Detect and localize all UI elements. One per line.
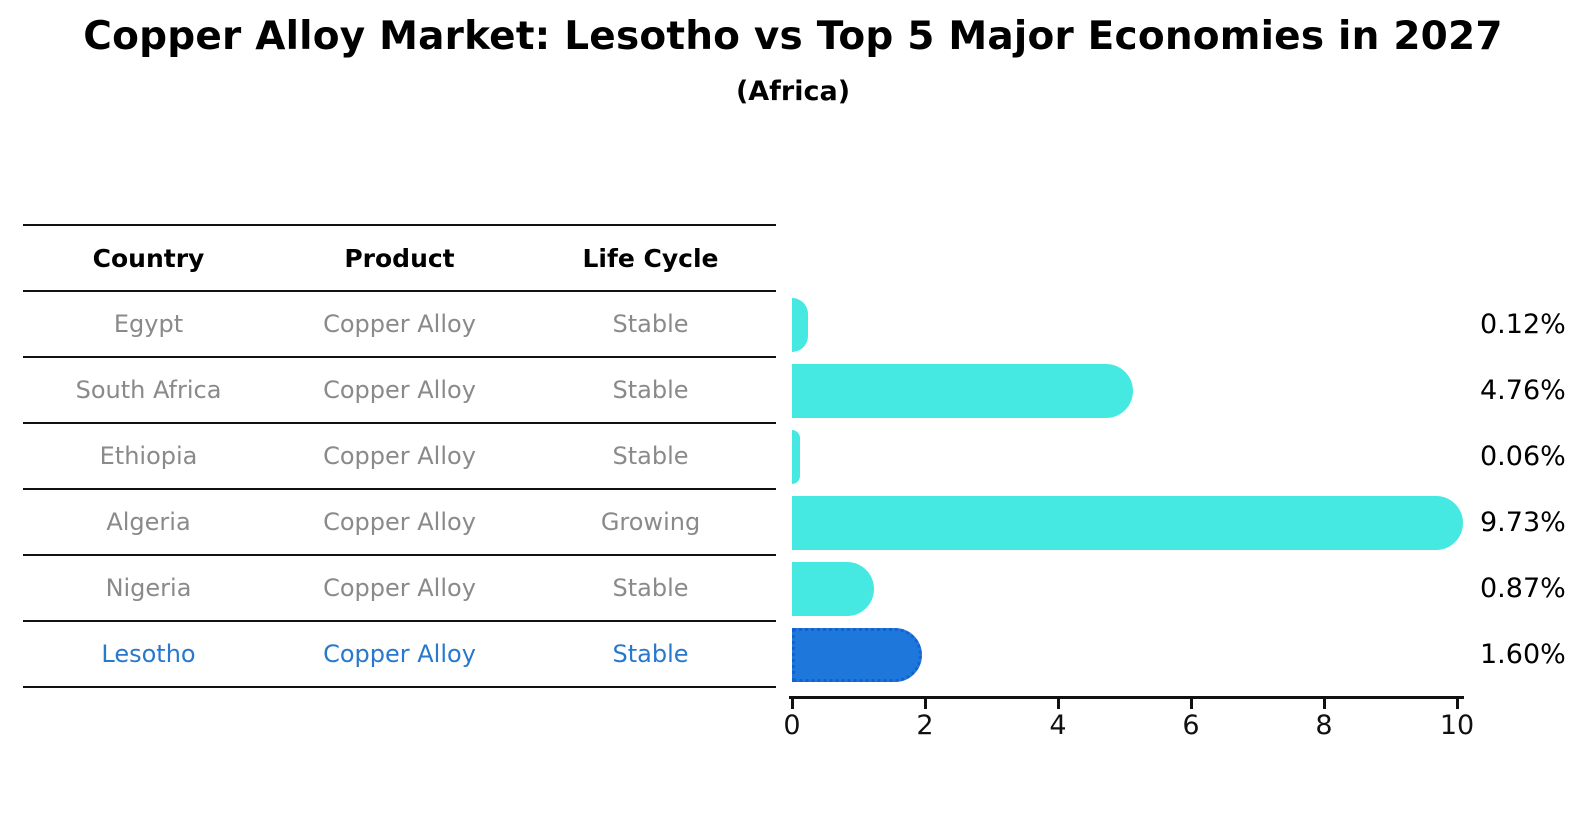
cell-product: Copper Alloy: [323, 640, 476, 668]
x-axis-tick: [1190, 696, 1193, 709]
cell-country: Lesotho: [101, 640, 196, 668]
cell-product: Copper Alloy: [323, 376, 476, 404]
chart-title: Copper Alloy Market: Lesotho vs Top 5 Ma…: [83, 14, 1503, 59]
value-label: 4.76%: [1480, 375, 1566, 406]
cell-life-cycle: Stable: [612, 574, 689, 602]
x-axis-tick-label: 10: [1439, 710, 1475, 741]
cell-country: South Africa: [75, 376, 222, 404]
cell-life-cycle: Stable: [612, 640, 689, 668]
bar-south-africa: [792, 364, 1133, 418]
value-label: 0.12%: [1480, 309, 1566, 340]
bar-algeria: [792, 496, 1464, 550]
cell-life-cycle: Stable: [612, 376, 689, 404]
x-axis-tick-label: 4: [1049, 710, 1067, 741]
bar-lesotho: [792, 628, 923, 682]
table-header-row: Country Product Life Cycle: [23, 226, 776, 292]
bar-egypt: [792, 298, 808, 352]
x-axis-line: [789, 696, 1464, 699]
cell-product: Copper Alloy: [323, 574, 476, 602]
table-row-lesotho: Lesotho Copper Alloy Stable: [23, 622, 776, 688]
cell-country: Nigeria: [105, 574, 192, 602]
value-label: 0.06%: [1480, 441, 1566, 472]
cell-product: Copper Alloy: [323, 508, 476, 536]
value-label: 1.60%: [1480, 639, 1566, 670]
column-header-country: Country: [92, 243, 205, 273]
country-table: Country Product Life Cycle Egypt Copper A…: [23, 224, 776, 688]
cell-product: Copper Alloy: [323, 310, 476, 338]
cell-country: Egypt: [113, 310, 184, 338]
bar-ethiopia: [792, 430, 800, 484]
x-axis-tick-label: 0: [783, 710, 801, 741]
x-axis-tick: [1057, 696, 1060, 709]
x-axis-tick: [791, 696, 794, 709]
x-axis-tick-label: 6: [1182, 710, 1200, 741]
value-label: 0.87%: [1480, 573, 1566, 604]
table-row-ethiopia: Ethiopia Copper Alloy Stable: [23, 424, 776, 490]
x-axis-tick-label: 8: [1315, 710, 1333, 741]
table-row-south-africa: South Africa Copper Alloy Stable: [23, 358, 776, 424]
x-axis-tick-label: 2: [916, 710, 934, 741]
bar-nigeria: [792, 562, 874, 616]
x-axis-tick: [924, 696, 927, 709]
x-axis-tick: [1456, 696, 1459, 709]
value-label: 9.73%: [1480, 507, 1566, 538]
cell-life-cycle: Growing: [600, 508, 701, 536]
cell-product: Copper Alloy: [323, 442, 476, 470]
cell-country: Algeria: [106, 508, 191, 536]
table-body: Egypt Copper Alloy Stable South Africa Coppe…: [23, 292, 776, 688]
cell-country: Ethiopia: [99, 442, 198, 470]
chart-subtitle: (Africa): [735, 76, 851, 107]
table-row-nigeria: Nigeria Copper Alloy Stable: [23, 556, 776, 622]
table-row-algeria: Algeria Copper Alloy Growing: [23, 490, 776, 556]
x-axis-tick: [1323, 696, 1326, 709]
cell-life-cycle: Stable: [612, 442, 689, 470]
column-header-lifecycle: Life Cycle: [582, 243, 719, 273]
cell-life-cycle: Stable: [612, 310, 689, 338]
column-header-product: Product: [344, 243, 455, 273]
table-row-egypt: Egypt Copper Alloy Stable: [23, 292, 776, 358]
